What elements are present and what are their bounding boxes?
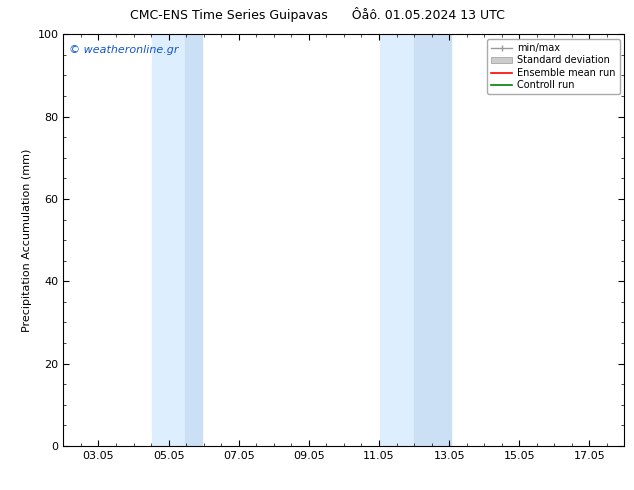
Bar	[152, 34, 184, 446]
Bar	[414, 34, 451, 446]
Legend: min/max, Standard deviation, Ensemble mean run, Controll run: min/max, Standard deviation, Ensemble me…	[487, 39, 619, 94]
Bar	[184, 34, 202, 446]
Text: © weatheronline.gr: © weatheronline.gr	[69, 45, 179, 54]
Y-axis label: Precipitation Accumulation (mm): Precipitation Accumulation (mm)	[22, 148, 32, 332]
Bar	[380, 34, 414, 446]
Text: CMC-ENS Time Series Guipavas      Ôåô. 01.05.2024 13 UTC: CMC-ENS Time Series Guipavas Ôåô. 01.05.…	[129, 7, 505, 23]
